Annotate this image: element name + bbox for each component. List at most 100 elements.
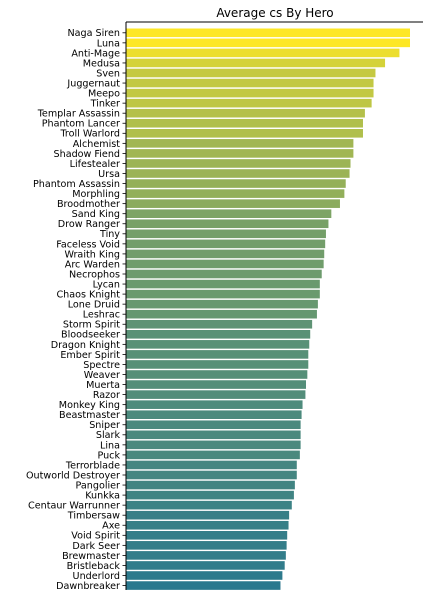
- bar-monkey-king: [126, 400, 303, 409]
- bar-outworld-destroyer: [126, 470, 297, 480]
- bar-ember-spirit: [126, 350, 309, 359]
- bar-lone-druid: [126, 299, 318, 309]
- bar-spectre: [126, 360, 309, 369]
- bar-luna: [126, 38, 410, 48]
- category-label: Kunkka: [85, 491, 120, 502]
- category-label: Shadow Fiend: [54, 149, 120, 160]
- category-label: Wraith King: [64, 249, 120, 260]
- bar-tinker: [126, 98, 372, 108]
- bar-underlord: [126, 571, 283, 580]
- category-label: Necrophos: [69, 269, 120, 280]
- category-label: Ember Spirit: [60, 350, 120, 361]
- bar-shadow-fiend: [126, 149, 354, 158]
- bar-ursa: [126, 169, 350, 178]
- category-label: Troll Warlord: [59, 129, 120, 140]
- category-label: Outworld Destroyer: [26, 470, 120, 481]
- bar-puck: [126, 450, 300, 460]
- category-label: Underlord: [73, 571, 120, 582]
- category-label: Dark Seer: [72, 541, 120, 552]
- bar-dragon-knight: [126, 340, 310, 349]
- bar-centaur-warrunner: [126, 500, 292, 510]
- category-label: Drow Ranger: [58, 219, 120, 230]
- bar-lifestealer: [126, 159, 351, 168]
- bar-drow-ranger: [126, 219, 329, 229]
- category-label: Brewmaster: [62, 551, 120, 562]
- bar-terrorblade: [126, 460, 297, 470]
- bar-beastmaster: [126, 410, 302, 419]
- category-label: Weaver: [84, 370, 120, 381]
- bar-sniper: [126, 420, 301, 430]
- category-label: Morphling: [72, 189, 120, 200]
- category-label: Sand King: [72, 209, 120, 220]
- bar-sand-king: [126, 209, 332, 218]
- category-label: Storm Spirit: [63, 320, 120, 331]
- category-label: Naga Siren: [67, 28, 120, 39]
- bar-medusa: [126, 58, 386, 68]
- bar-dark-seer: [126, 541, 287, 550]
- category-label: Chaos Knight: [56, 290, 120, 301]
- category-label: Juggernaut: [66, 78, 120, 89]
- bar-chaos-knight: [126, 289, 320, 299]
- category-label: Void Spirit: [71, 531, 120, 542]
- category-label: Tiny: [99, 229, 120, 240]
- bar-arc-warden: [126, 259, 324, 269]
- bar-phantom-lancer: [126, 118, 363, 128]
- category-label: Beastmaster: [59, 410, 120, 421]
- bar-phantom-assassin: [126, 179, 346, 188]
- bar-templar-assassin: [126, 108, 365, 118]
- category-label: Monkey King: [59, 400, 120, 411]
- category-label: Leshrac: [83, 310, 120, 321]
- category-label: Sniper: [89, 420, 120, 431]
- category-label: Luna: [97, 38, 120, 49]
- bar-bristleback: [126, 561, 285, 570]
- category-label: Terrorblade: [65, 460, 120, 471]
- bar-juggernaut: [126, 78, 374, 88]
- bar-timbersaw: [126, 510, 290, 520]
- category-label: Ursa: [98, 169, 120, 180]
- category-label: Meepo: [88, 89, 120, 100]
- category-label: Templar Assassin: [37, 109, 120, 120]
- category-label: Tinker: [90, 99, 120, 110]
- bar-pangolier: [126, 480, 295, 490]
- category-label: Centaur Warrunner: [28, 501, 120, 512]
- bar-muerta: [126, 380, 306, 389]
- bar-brewmaster: [126, 551, 286, 560]
- bar-morphling: [126, 189, 345, 198]
- bar-bloodseeker: [126, 330, 311, 339]
- category-labels: Naga SirenLunaAnti-MageMedusaSvenJuggern…: [26, 28, 126, 590]
- bar-wraith-king: [126, 249, 325, 259]
- category-label: Lina: [100, 440, 120, 451]
- bar-void-spirit: [126, 531, 288, 540]
- category-label: Puck: [97, 450, 120, 461]
- bar-storm-spirit: [126, 319, 313, 329]
- category-label: Slark: [96, 430, 121, 441]
- category-label: Lifestealer: [70, 159, 120, 170]
- bar-lina: [126, 440, 301, 450]
- bar-dawnbreaker: [126, 581, 281, 590]
- bar-weaver: [126, 370, 308, 379]
- category-label: Spectre: [83, 360, 120, 371]
- bar-alchemist: [126, 139, 354, 148]
- category-label: Razor: [93, 390, 120, 401]
- category-label: Broodmother: [57, 199, 120, 210]
- bar-meepo: [126, 88, 374, 98]
- bar-leshrac: [126, 309, 317, 319]
- bar-slark: [126, 430, 301, 440]
- bars-layer: [126, 28, 410, 590]
- category-label: Sven: [96, 68, 120, 79]
- bar-lycan: [126, 279, 320, 289]
- bar-anti-mage: [126, 48, 400, 58]
- bar-sven: [126, 68, 376, 78]
- bar-razor: [126, 390, 306, 399]
- bar-kunkka: [126, 490, 294, 500]
- category-label: Lycan: [93, 279, 120, 290]
- category-label: Phantom Lancer: [42, 119, 120, 130]
- category-label: Arc Warden: [65, 259, 120, 270]
- bar-troll-warlord: [126, 129, 363, 138]
- category-label: Axe: [102, 521, 120, 532]
- bar-faceless-void: [126, 239, 326, 249]
- category-label: Faceless Void: [56, 239, 120, 250]
- category-label: Phantom Assassin: [33, 179, 120, 190]
- category-label: Pangolier: [76, 480, 121, 491]
